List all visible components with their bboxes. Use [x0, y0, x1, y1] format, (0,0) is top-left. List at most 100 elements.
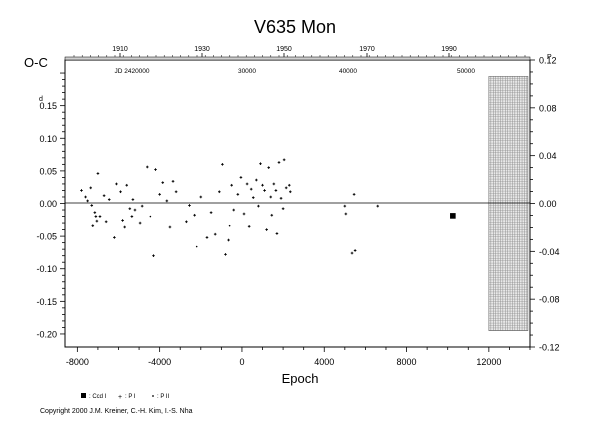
y-axis-unit-left: d — [39, 96, 43, 103]
x-axis: -8000 -4000 0 4000 8000 12000 — [66, 347, 531, 367]
point-p-i — [128, 207, 132, 211]
point-p-i — [247, 225, 251, 228]
point-p-i — [89, 186, 93, 190]
y-axis-left: -0.20 -0.15 -0.10 -0.05 0.00 0.05 0.10 0.15 — [36, 72, 65, 339]
y-right-tick-label: 0.12 — [539, 56, 557, 66]
point-p-i — [287, 183, 291, 187]
legend-marker-ccd-i — [81, 393, 86, 398]
top-year-label: 1930 — [194, 46, 210, 53]
point-p-i — [98, 215, 102, 218]
copyright-text: Copyright 2000 J.M. Kreiner, C.-H. Kim, … — [40, 408, 193, 415]
y-left-tick-label: 0.15 — [39, 101, 57, 111]
legend-marker-p-ii — [152, 395, 154, 397]
chart-title: V635 Mon — [254, 17, 336, 37]
x-tick-label: 8000 — [397, 357, 417, 367]
point-p-i — [352, 193, 356, 196]
point-p-i — [281, 207, 285, 211]
point-p-i — [255, 178, 258, 182]
point-p-i — [242, 212, 246, 216]
jd-label: 30000 — [238, 68, 256, 75]
point-p-i — [269, 195, 273, 199]
point-p-i — [158, 193, 161, 196]
point-p-i — [121, 219, 124, 222]
legend-label-p-i: : P I — [125, 394, 136, 400]
point-p-i — [130, 215, 134, 218]
top-year-label: 1990 — [441, 46, 457, 53]
point-p-i — [115, 182, 118, 186]
y-left-tick-label: -0.15 — [36, 297, 57, 307]
top-year-axis: 1910 1930 1950 1970 1990 — [73, 46, 526, 57]
x-tick-label: 12000 — [476, 357, 501, 367]
point-p-i — [199, 195, 203, 199]
point-p-i — [274, 189, 278, 192]
point-p-i — [284, 186, 288, 190]
point-p-i — [86, 199, 89, 203]
point-p-i — [227, 238, 230, 242]
point-p-i — [84, 195, 87, 199]
y-right-tick-label: 0.08 — [539, 103, 557, 113]
point-p-i — [96, 172, 100, 175]
point-p-i — [161, 181, 165, 184]
point-p-i — [165, 199, 169, 203]
point-p-i — [279, 196, 283, 200]
y-left-tick-label: -0.10 — [36, 264, 57, 274]
y-left-tick-label: -0.20 — [36, 329, 57, 339]
point-p-i — [107, 198, 111, 201]
point-p-i — [174, 190, 178, 194]
x-tick-label: -4000 — [148, 357, 171, 367]
y-axis-unit-right: P — [547, 54, 552, 61]
point-p-i — [267, 166, 270, 169]
point-p-i — [230, 183, 233, 187]
hatched-region — [488, 76, 529, 331]
y-right-tick-label: -0.12 — [539, 343, 560, 353]
point-p-ii — [195, 245, 198, 248]
top-axis-band — [64, 56, 531, 61]
point-p-i — [239, 176, 243, 179]
y-axis-label: O-C — [24, 55, 48, 70]
jd-labels: JD 2420000 30000 40000 50000 — [114, 68, 475, 75]
point-p-i — [140, 204, 144, 208]
point-p-i — [261, 183, 264, 187]
point-p-i — [259, 162, 262, 166]
point-p-i — [209, 211, 213, 214]
point-p-i — [113, 236, 116, 239]
point-p-i — [221, 163, 224, 166]
point-p-i — [282, 158, 286, 162]
y-axis-right: -0.12 -0.08 -0.04 0.00 0.04 0.08 0.12 — [530, 56, 560, 353]
point-p-i — [265, 228, 268, 231]
x-axis-label: Epoch — [282, 371, 319, 386]
point-p-i — [168, 225, 172, 229]
point-p-i — [270, 213, 274, 217]
point-p-i — [95, 219, 99, 223]
point-p-i — [131, 198, 135, 201]
y-left-tick-label: 0.05 — [39, 166, 57, 176]
point-p-i — [125, 183, 129, 187]
point-p-i — [152, 254, 155, 257]
point-p-i — [91, 224, 95, 227]
x-tick-label: -8000 — [66, 357, 89, 367]
point-ccd-i — [450, 213, 456, 219]
point-p-i — [80, 189, 83, 192]
top-year-label: 1970 — [359, 46, 375, 53]
point-p-i — [171, 180, 175, 183]
jd-label: 50000 — [457, 68, 475, 75]
point-p-i — [343, 204, 347, 208]
y-right-tick-label: 0.04 — [539, 151, 557, 161]
point-p-i — [205, 236, 209, 239]
point-p-i — [138, 221, 142, 225]
top-year-label: 1950 — [276, 46, 292, 53]
legend-label-p-ii: : P II — [157, 394, 170, 400]
point-p-ii — [228, 224, 231, 227]
point-p-i — [376, 204, 380, 208]
point-p-i — [288, 190, 292, 194]
point-p-i — [350, 251, 354, 255]
point-p-i — [353, 249, 357, 252]
point-p-ii — [149, 215, 152, 218]
point-p-i — [154, 168, 157, 171]
y-right-tick-label: -0.04 — [539, 247, 560, 257]
jd-label: JD 2420000 — [114, 68, 149, 75]
point-p-i — [213, 232, 217, 236]
point-p-i — [249, 187, 253, 191]
top-year-label: 1910 — [112, 46, 128, 53]
